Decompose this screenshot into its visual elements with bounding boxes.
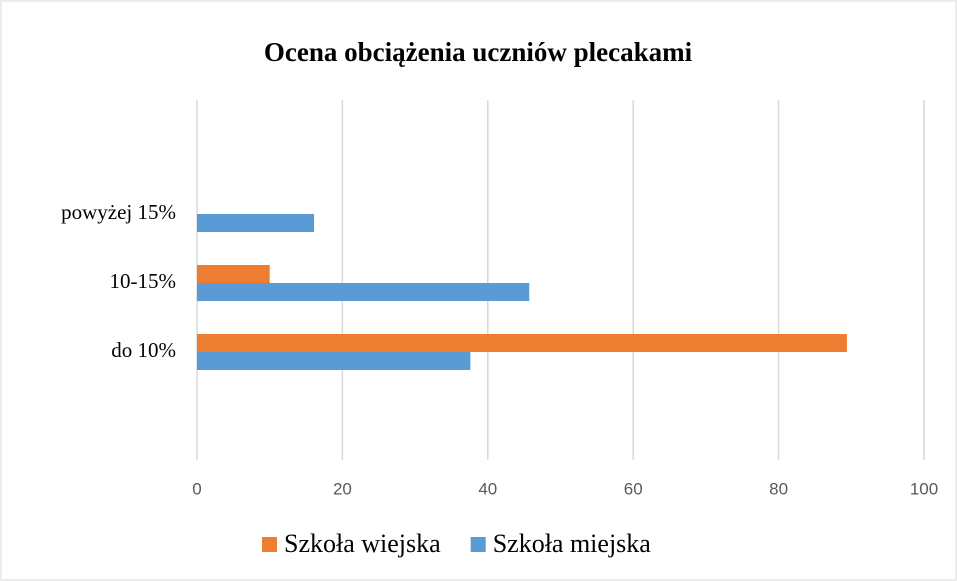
bar	[197, 265, 270, 283]
legend-swatch	[262, 537, 277, 552]
legend-label: Szkoła miejska	[493, 529, 652, 558]
x-tick-label: 20	[333, 479, 352, 498]
x-tick-label: 100	[910, 479, 938, 498]
y-tick-label: do 10%	[111, 338, 176, 362]
bar	[197, 352, 471, 370]
x-tick-label: 40	[478, 479, 497, 498]
legend-swatch	[470, 537, 486, 552]
bar	[197, 334, 847, 352]
legend-label: Szkoła wiejska	[284, 529, 441, 558]
bar	[197, 283, 530, 301]
x-tick-label: 80	[769, 479, 788, 498]
y-tick-label: 10-15%	[110, 269, 177, 293]
chart-title: Ocena obciążenia uczniów plecakami	[264, 37, 693, 67]
x-tick-label: 60	[624, 479, 643, 498]
x-tick-label: 0	[192, 479, 201, 498]
bar	[197, 214, 315, 232]
y-tick-label: powyżej 15%	[61, 200, 176, 224]
